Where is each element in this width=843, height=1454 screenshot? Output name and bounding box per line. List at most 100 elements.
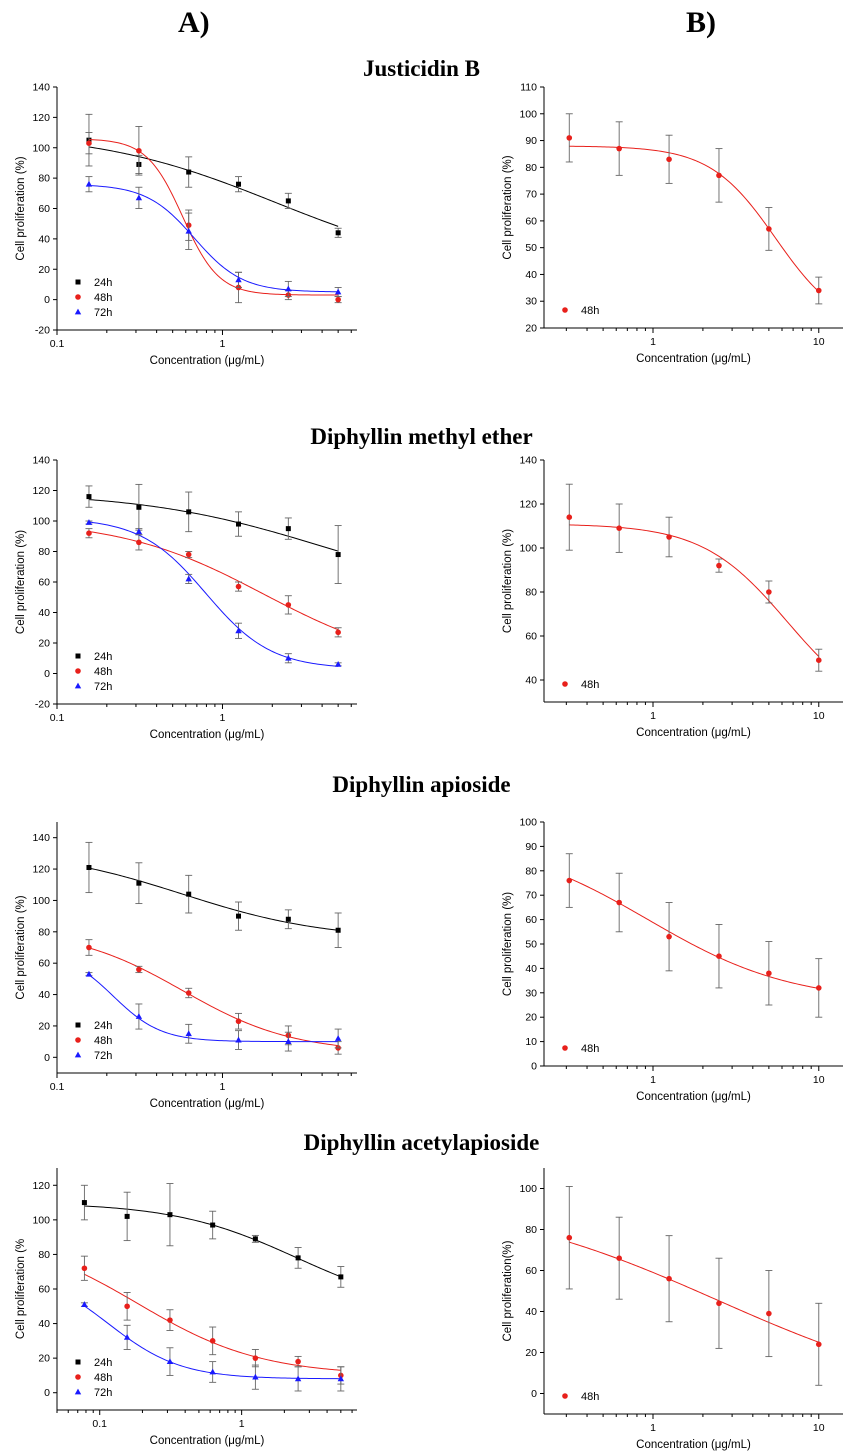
fit-curve-48h — [569, 1241, 819, 1343]
data-point-24h — [186, 169, 192, 175]
chart-5: 0 20 40 60 80 100 120 140 0.1 1 Concentration (μg/… — [15, 822, 357, 1110]
data-point-24h — [167, 1212, 173, 1218]
y-tick-label: 40 — [38, 1318, 50, 1330]
fit-curve-48h — [88, 531, 339, 631]
data-point-72h — [85, 180, 93, 187]
y-tick-label: 80 — [525, 587, 537, 599]
y-axis-label: Cell proliferation(%) — [502, 1240, 514, 1341]
data-point-24h — [186, 891, 192, 897]
legend-marker-24h — [75, 1359, 81, 1365]
legend-label-48h: 48h — [94, 292, 112, 304]
legend-label-72h: 72h — [94, 1050, 112, 1062]
legend-marker-48h — [562, 307, 568, 313]
fit-curve-24h — [88, 867, 339, 931]
legend-marker-48h — [562, 1393, 568, 1399]
series-24h — [80, 1183, 345, 1288]
data-point-48h — [666, 534, 672, 540]
series-72h — [85, 519, 342, 667]
legend-label-24h: 24h — [94, 1357, 112, 1369]
data-point-48h — [666, 1275, 672, 1282]
data-point-72h — [235, 627, 242, 634]
legend: 48h — [562, 305, 599, 317]
data-point-48h — [335, 629, 341, 636]
data-point-48h — [185, 990, 192, 996]
x-tick-label: 1 — [650, 336, 656, 348]
y-tick-label: 80 — [38, 926, 50, 938]
y-tick-label: 0 — [531, 1061, 537, 1073]
data-point-72h — [285, 285, 292, 292]
legend-marker-24h — [75, 1022, 81, 1028]
data-point-72h — [337, 1375, 345, 1382]
data-point-48h — [616, 525, 622, 531]
x-tick-label: 10 — [813, 710, 825, 722]
fit-curve-48h — [569, 877, 819, 989]
y-tick-label: 70 — [525, 890, 537, 902]
y-tick-label: 40 — [38, 989, 50, 1001]
data-point-72h — [81, 1301, 88, 1307]
data-point-72h — [294, 1375, 302, 1382]
data-point-48h — [666, 156, 672, 163]
y-tick-label: 60 — [38, 577, 50, 589]
series-48h — [565, 853, 823, 1018]
data-point-24h — [186, 509, 192, 515]
data-point-72h — [235, 276, 242, 283]
series-72h — [85, 176, 342, 298]
y-tick-label: 60 — [38, 203, 50, 215]
data-point-48h — [136, 539, 142, 546]
legend-marker-24h — [75, 279, 81, 285]
y-tick-label: 120 — [32, 485, 50, 497]
x-tick-label: 1 — [650, 1074, 656, 1086]
y-tick-label: 120 — [32, 864, 50, 876]
y-tick-label: 60 — [525, 914, 537, 926]
y-tick-label: 40 — [525, 963, 537, 975]
data-point-48h — [716, 562, 722, 569]
data-point-48h — [86, 530, 92, 536]
data-point-72h — [185, 227, 192, 234]
data-point-24h — [285, 526, 291, 532]
data-point-48h — [335, 296, 341, 303]
legend-marker-48h — [75, 1037, 81, 1043]
fit-curve-48h — [84, 1273, 341, 1371]
fit-curve-72h — [88, 185, 339, 293]
y-tick-label: 50 — [525, 242, 537, 254]
y-tick-label: 10 — [525, 1036, 537, 1048]
data-point-24h — [335, 230, 341, 236]
y-tick-label: 0 — [44, 1052, 50, 1064]
y-tick-label: 100 — [519, 108, 537, 120]
data-point-24h — [236, 181, 242, 187]
y-axis-label: Cell proliferation (%) — [15, 895, 27, 999]
data-point-24h — [252, 1236, 258, 1242]
legend-marker-48h — [75, 1374, 81, 1380]
y-tick-label: 30 — [525, 987, 537, 999]
y-tick-label: 60 — [38, 958, 50, 970]
legend-label-48h: 48h — [581, 1043, 599, 1055]
data-point-48h — [716, 953, 722, 959]
legend: 48h — [562, 1043, 599, 1055]
y-tick-label: 100 — [519, 1183, 537, 1195]
y-axis-label: Cell proliferation (%) — [15, 530, 27, 634]
x-axis-label: Concentration (μg/mL) — [636, 1439, 751, 1451]
data-point-48h — [136, 147, 142, 154]
data-point-48h — [81, 1265, 88, 1272]
x-tick-label: 0.1 — [50, 338, 65, 350]
legend-marker-48h — [75, 668, 81, 674]
data-point-48h — [616, 899, 622, 906]
y-tick-label: 90 — [525, 841, 537, 853]
y-tick-label: 20 — [38, 1353, 50, 1365]
y-tick-label: 60 — [525, 215, 537, 227]
panel-letter-a: A) — [178, 6, 210, 39]
data-point-48h — [235, 583, 242, 590]
data-point-24h — [210, 1222, 216, 1228]
data-point-48h — [766, 226, 772, 232]
legend: 48h — [562, 1391, 599, 1403]
x-tick-label: 1 — [650, 710, 656, 722]
legend-marker-24h — [75, 653, 81, 659]
y-tick-label: 0 — [44, 294, 50, 306]
compound-title-diphyllin-acetylapioside: Diphyllin acetylapioside — [303, 1130, 540, 1155]
x-axis-label: Concentration (μg/mL) — [636, 727, 751, 739]
legend-label-48h: 48h — [94, 1372, 112, 1384]
y-tick-label: 40 — [525, 675, 537, 687]
y-tick-label: 40 — [525, 1306, 537, 1318]
fit-curve-48h — [569, 145, 820, 293]
data-point-48h — [167, 1317, 173, 1323]
